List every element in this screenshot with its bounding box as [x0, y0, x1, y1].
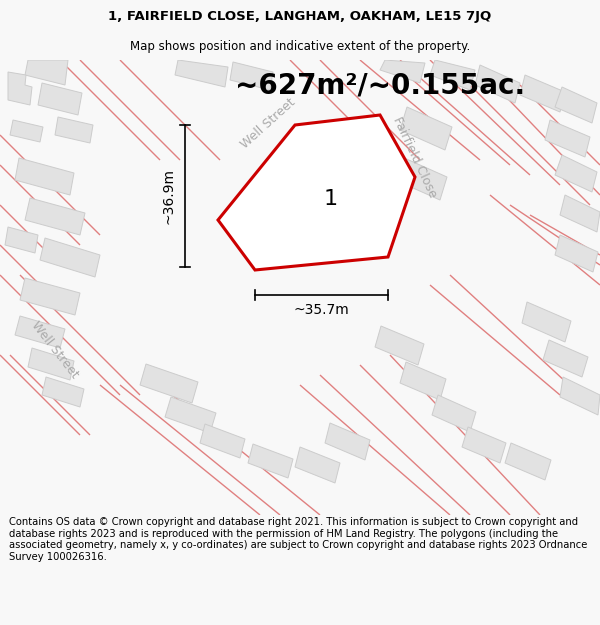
Text: Fairfield Close: Fairfield Close — [391, 114, 439, 199]
Polygon shape — [200, 424, 245, 458]
Polygon shape — [165, 397, 216, 433]
Polygon shape — [555, 155, 597, 192]
Polygon shape — [15, 158, 74, 195]
Text: ~627m²/~0.155ac.: ~627m²/~0.155ac. — [235, 71, 525, 99]
Polygon shape — [505, 443, 551, 480]
Polygon shape — [218, 115, 415, 270]
Text: ~35.7m: ~35.7m — [293, 303, 349, 317]
Polygon shape — [140, 364, 198, 403]
Polygon shape — [475, 65, 520, 103]
Polygon shape — [15, 316, 65, 348]
Polygon shape — [555, 235, 598, 272]
Polygon shape — [545, 120, 590, 157]
Polygon shape — [42, 377, 84, 407]
Text: 1, FAIRFIELD CLOSE, LANGHAM, OAKHAM, LE15 7JQ: 1, FAIRFIELD CLOSE, LANGHAM, OAKHAM, LE1… — [109, 10, 491, 23]
Polygon shape — [248, 444, 293, 478]
Polygon shape — [40, 238, 100, 277]
Text: Contains OS data © Crown copyright and database right 2021. This information is : Contains OS data © Crown copyright and d… — [9, 518, 587, 562]
Polygon shape — [522, 302, 571, 342]
Polygon shape — [560, 195, 600, 232]
Polygon shape — [25, 198, 85, 235]
Polygon shape — [560, 377, 600, 415]
Text: Well Street: Well Street — [238, 95, 298, 151]
Polygon shape — [400, 362, 446, 400]
Text: ~36.9m: ~36.9m — [162, 168, 176, 224]
Polygon shape — [230, 62, 273, 90]
Polygon shape — [28, 348, 74, 380]
Polygon shape — [8, 72, 32, 105]
Polygon shape — [555, 87, 597, 123]
Polygon shape — [432, 395, 476, 432]
Text: 1: 1 — [323, 189, 337, 209]
Polygon shape — [430, 60, 475, 90]
Polygon shape — [175, 60, 228, 87]
Polygon shape — [20, 278, 80, 315]
Polygon shape — [395, 157, 447, 200]
Polygon shape — [375, 326, 424, 365]
Text: Map shows position and indicative extent of the property.: Map shows position and indicative extent… — [130, 40, 470, 53]
Polygon shape — [400, 107, 452, 150]
Polygon shape — [55, 117, 93, 143]
Polygon shape — [520, 75, 565, 112]
Polygon shape — [280, 165, 340, 203]
Polygon shape — [38, 83, 82, 115]
Polygon shape — [543, 340, 588, 377]
Polygon shape — [462, 427, 506, 463]
Text: Well Street: Well Street — [29, 319, 81, 381]
Polygon shape — [5, 227, 38, 253]
Polygon shape — [325, 423, 370, 460]
Polygon shape — [380, 60, 425, 83]
Polygon shape — [10, 120, 43, 142]
Polygon shape — [285, 215, 343, 255]
Polygon shape — [25, 60, 68, 85]
Polygon shape — [295, 447, 340, 483]
